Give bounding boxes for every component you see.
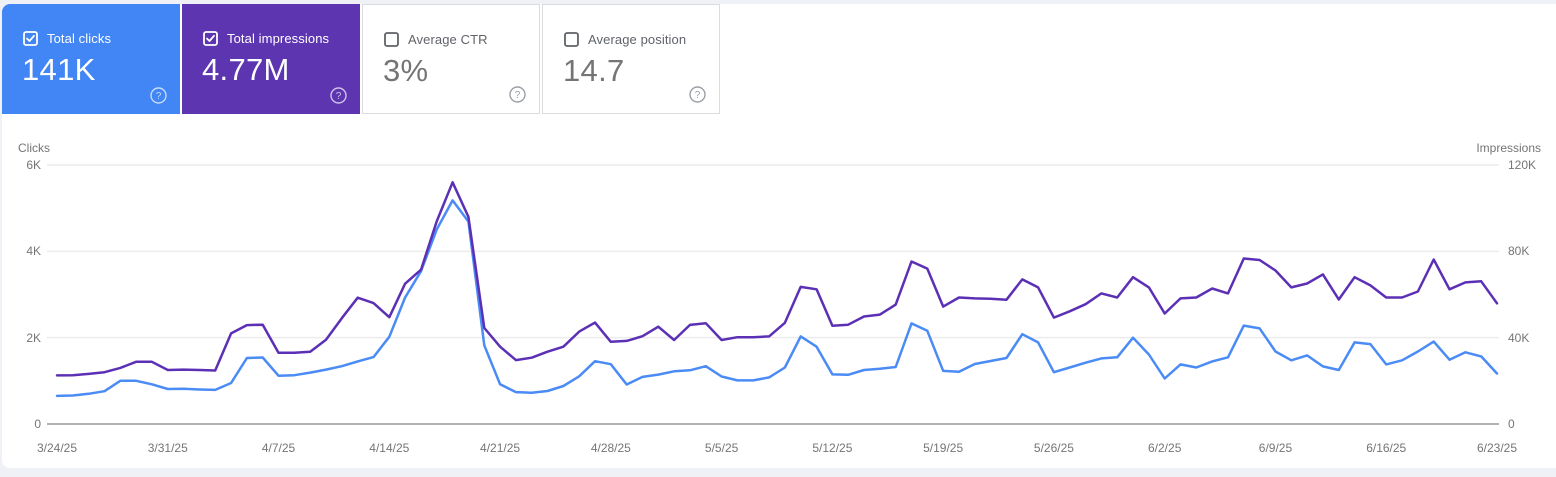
- circled-question-icon: ?: [150, 87, 167, 104]
- tile-label: Average position: [588, 32, 687, 47]
- circled-question-icon: ?: [689, 86, 706, 103]
- metric-tile-total-impressions[interactable]: Total impressions 4.77M ?: [182, 4, 360, 114]
- tile-label: Average CTR: [408, 32, 488, 47]
- svg-text:?: ?: [515, 90, 521, 101]
- total-impressions-value: 4.77M: [202, 52, 290, 87]
- metric-tile-total-clicks[interactable]: Total clicks 141K ?: [2, 4, 180, 114]
- clicks-line[interactable]: [55, 199, 1499, 398]
- impressions-line[interactable]: [55, 181, 1499, 377]
- tile-header: Total clicks: [23, 31, 111, 46]
- performance-card: Total clicks 141K ?: [2, 4, 1556, 468]
- performance-chart: Clicks Impressions 0 2K 4K 6K 0 40K 80K 120K 3/2…: [2, 4, 1556, 477]
- metric-tiles: Total clicks 141K ?: [2, 4, 724, 114]
- svg-text:?: ?: [156, 91, 162, 102]
- metric-tile-average-position[interactable]: Average position 14.7 ?: [542, 4, 720, 114]
- average-ctr-value: 3%: [383, 53, 429, 88]
- checkbox-total-clicks[interactable]: [23, 31, 38, 46]
- circled-question-icon: ?: [509, 86, 526, 103]
- tile-header: Average CTR: [384, 32, 488, 47]
- total-clicks-value: 141K: [22, 52, 96, 87]
- help-icon[interactable]: ?: [150, 87, 167, 104]
- checkbox-average-position[interactable]: [564, 32, 579, 47]
- checkbox-total-impressions[interactable]: [203, 31, 218, 46]
- metric-tile-average-ctr[interactable]: Average CTR 3% ?: [362, 4, 540, 114]
- average-position-value: 14.7: [563, 53, 625, 88]
- unchecked-checkbox-icon: [564, 32, 579, 47]
- circled-question-icon: ?: [330, 87, 347, 104]
- tile-label: Total impressions: [227, 31, 330, 46]
- tile-header: Average position: [564, 32, 686, 47]
- tile-header: Total impressions: [203, 31, 329, 46]
- checked-checkbox-icon: [23, 31, 38, 46]
- help-icon[interactable]: ?: [330, 87, 347, 104]
- checked-checkbox-icon: [203, 31, 218, 46]
- checkbox-average-ctr[interactable]: [384, 32, 399, 47]
- chart-canvas[interactable]: [2, 4, 1556, 477]
- tile-label: Total clicks: [47, 31, 112, 46]
- svg-text:?: ?: [336, 91, 342, 102]
- unchecked-checkbox-icon: [384, 32, 399, 47]
- help-icon[interactable]: ?: [689, 86, 706, 103]
- help-icon[interactable]: ?: [509, 86, 526, 103]
- svg-text:?: ?: [695, 90, 701, 101]
